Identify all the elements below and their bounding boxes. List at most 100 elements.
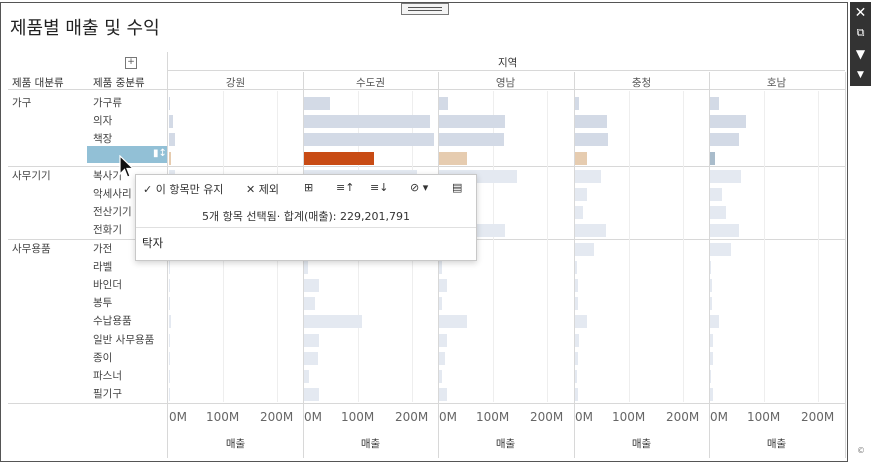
bar-호남[interactable] [710,351,713,365]
bar-영남[interactable] [439,315,468,329]
bar-호남[interactable] [710,224,739,238]
sort-descending-icon[interactable]: ≡↓ [370,181,389,194]
bar-충청[interactable] [575,151,587,165]
bar-수도권[interactable] [304,351,318,365]
bar-호남[interactable] [710,169,741,183]
bar-수도권[interactable] [304,97,330,110]
bar-영남[interactable] [439,151,468,165]
subcategory-label[interactable]: 가전 [93,242,113,255]
bar-호남[interactable] [710,242,732,256]
bar-충청[interactable] [575,315,587,329]
bar-충청[interactable] [575,260,577,274]
bar-수도권[interactable] [304,370,310,383]
subcategory-label[interactable]: 일반 사무용품 [93,333,155,346]
filter-icon[interactable]: ▼ [855,47,866,61]
bar-수도권[interactable] [304,151,374,165]
bar-강원[interactable] [169,260,170,274]
bar-영남[interactable] [439,97,448,110]
bar-강원[interactable] [169,97,171,110]
bar-충청[interactable] [575,279,579,292]
bar-호남[interactable] [710,151,716,165]
bar-충청[interactable] [575,388,578,402]
subcategory-label[interactable]: 필기구 [93,388,122,401]
bar-충청[interactable] [575,169,601,183]
bar-수도권[interactable] [304,315,363,329]
bar-충청[interactable] [575,351,578,365]
subcategory-label[interactable]: 종이 [93,351,113,364]
group-icon[interactable]: ⊞ [304,181,314,194]
subcategory-column-header[interactable]: 제품 중분류 [93,77,145,89]
bar-호남[interactable] [710,388,713,402]
view-data-icon[interactable]: ▤ [452,181,463,194]
subcategory-label[interactable]: 파스너 [93,370,122,382]
bar-강원[interactable] [169,333,171,347]
bar-호남[interactable] [710,260,712,274]
subcategory-label[interactable]: 의자 [93,115,113,128]
bar-충청[interactable] [575,206,583,220]
bar-호남[interactable] [710,333,713,347]
bar-수도권[interactable] [304,388,320,402]
bar-강원[interactable] [169,151,171,165]
bar-충청[interactable] [575,297,578,311]
set-dropdown-icon[interactable]: ⊘ ▾ [410,181,429,194]
bar-호남[interactable] [710,315,719,329]
bar-강원[interactable] [169,297,170,311]
bar-영남[interactable] [439,115,505,129]
subcategory-label[interactable]: 악세사리 [93,188,132,200]
expand-icon[interactable]: + [125,57,137,69]
bar-영남[interactable] [439,260,442,274]
resize-grip[interactable] [401,3,449,15]
bar-호남[interactable] [710,188,723,201]
bar-호남[interactable] [710,206,727,220]
subcategory-label[interactable]: 가구류 [93,97,122,109]
bar-호남[interactable] [710,115,747,129]
bar-강원[interactable] [169,279,171,292]
bar-호남[interactable] [710,97,719,110]
bar-호남[interactable] [710,297,712,311]
subcategory-label[interactable]: 책장 [93,133,113,146]
subcategory-label[interactable]: 전산기기 [93,206,132,219]
popout-icon[interactable]: ⧉ [856,26,865,39]
bar-충청[interactable] [575,115,608,129]
close-icon[interactable]: ✕ [854,5,867,21]
subcategory-label[interactable]: 복사기 [93,169,122,182]
bar-충청[interactable] [575,333,579,347]
bar-수도권[interactable] [304,279,320,292]
subcategory-label[interactable]: 봉투 [93,297,113,310]
sort-ascending-icon[interactable]: ≡↑ [336,181,355,194]
subcategory-label[interactable]: 전화기 [93,224,122,237]
bar-강원[interactable] [169,388,171,402]
subcategory-label[interactable]: 라벨 [93,260,113,273]
bar-호남[interactable] [710,133,740,147]
bar-수도권[interactable] [304,260,309,274]
bar-호남[interactable] [710,370,712,383]
bar-영남[interactable] [439,279,447,292]
bar-수도권[interactable] [304,297,315,311]
bar-강원[interactable] [169,370,170,383]
bar-충청[interactable] [575,224,607,238]
exclude-button[interactable]: ✕ 제외 [246,181,279,197]
bar-호남[interactable] [710,279,713,292]
subcategory-label[interactable]: 바인더 [93,279,122,291]
bar-영남[interactable] [439,133,504,147]
bar-수도권[interactable] [304,133,434,147]
row-action-icon[interactable]: ▮↕ [153,148,167,159]
bar-영남[interactable] [439,333,447,347]
bar-강원[interactable] [169,315,171,329]
menu-dropdown-icon[interactable]: ▼ [857,70,864,80]
bar-영남[interactable] [439,370,442,383]
bar-충청[interactable] [575,242,594,256]
bar-영남[interactable] [439,297,443,311]
bar-수도권[interactable] [304,333,320,347]
bar-강원[interactable] [169,351,170,365]
bar-수도권[interactable] [304,115,430,129]
bar-충청[interactable] [575,133,608,147]
bar-강원[interactable] [169,133,176,147]
keep-only-button[interactable]: ✓ 이 항목만 유지 [143,181,223,197]
bar-영남[interactable] [439,388,447,402]
bar-충청[interactable] [575,370,577,383]
bar-충청[interactable] [575,188,587,201]
bar-영남[interactable] [439,351,445,365]
subcategory-label[interactable]: 수납용품 [93,315,132,328]
bar-충청[interactable] [575,97,580,110]
